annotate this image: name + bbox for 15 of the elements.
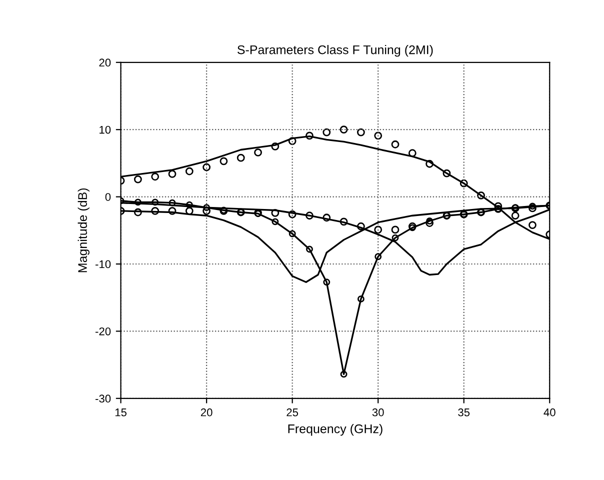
- y-tick-label: -10: [96, 260, 111, 268]
- x-tick-label: 35: [458, 408, 470, 416]
- y-tick-label: 10: [100, 126, 111, 134]
- x-tick-label: 30: [372, 408, 384, 416]
- y-tick-label: -30: [96, 394, 111, 403]
- y-tick-label: 20: [99, 58, 111, 67]
- chart-title: S-Parameters Class F Tuning (2MI): [238, 45, 433, 57]
- x-tick-label: 15: [115, 408, 127, 416]
- x-axis-title: Frequency (GHz): [288, 424, 382, 436]
- y-tick-label: -20: [96, 327, 111, 336]
- x-tick-label: 20: [200, 408, 212, 416]
- y-axis-title: Magnitude (dB): [78, 188, 90, 272]
- y-tick-label: 0: [105, 193, 111, 201]
- x-tick-label: 40: [544, 408, 556, 416]
- x-tick-label: 25: [286, 408, 298, 416]
